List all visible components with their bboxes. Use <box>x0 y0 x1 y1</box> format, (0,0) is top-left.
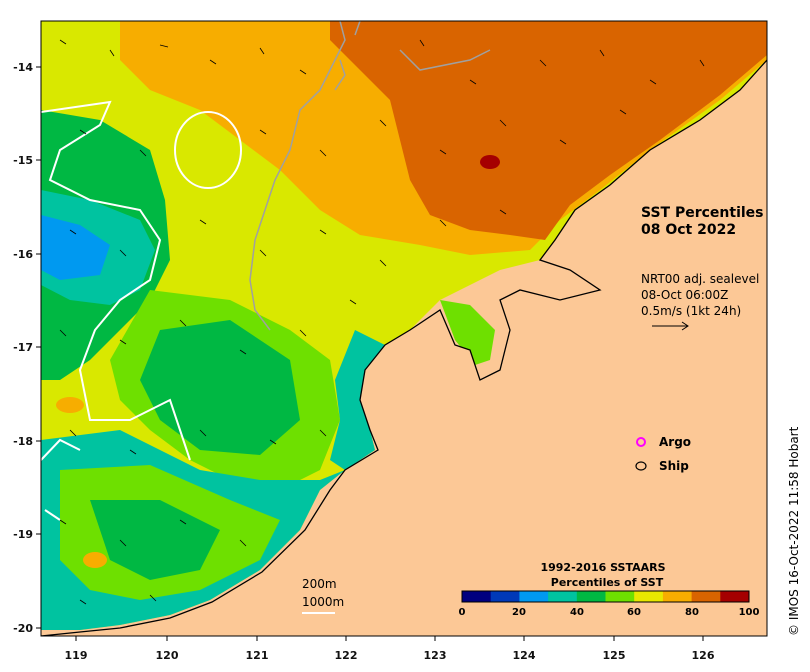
colorbar-tick-label: 60 <box>627 607 641 618</box>
colorbar-segment <box>462 591 492 602</box>
current-time-label: 08-Oct 06:00Z <box>641 288 728 302</box>
colorbar-tick-label: 0 <box>459 607 466 618</box>
x-tick-label: 125 <box>603 649 626 662</box>
plot-frame <box>40 20 768 637</box>
y-axis <box>36 66 41 629</box>
colorbar-title-line2: Percentiles of SST <box>551 576 664 589</box>
colorbar-tick-label: 20 <box>512 607 526 618</box>
coastline <box>41 59 767 636</box>
colorbar-segment <box>720 591 750 602</box>
y-tick-label: -18 <box>13 435 33 448</box>
y-tick-label: -16 <box>13 248 33 261</box>
scale-arrow-icon <box>652 321 689 331</box>
colorbar-segment <box>519 591 549 602</box>
colorbar-segment <box>490 591 520 602</box>
colorbar-segment <box>634 591 664 602</box>
contour-200m-label: 200m <box>302 577 337 591</box>
x-tick-label: 126 <box>692 649 715 662</box>
ship-marker-icon <box>635 461 647 471</box>
x-axis <box>75 636 704 641</box>
colorbar-tick-label: 80 <box>685 607 699 618</box>
x-tick-label: 124 <box>513 649 536 662</box>
x-tick-label: 121 <box>246 649 269 662</box>
current-vectors <box>59 39 705 605</box>
argo-legend-label: Argo <box>659 435 691 449</box>
colorbar-segment <box>662 591 693 602</box>
y-tick-label: -19 <box>13 528 33 541</box>
colorbar-segment <box>691 591 721 602</box>
colorbar-segment <box>605 591 635 602</box>
colorbar-tick-label: 100 <box>739 607 760 618</box>
contour-1000m <box>41 100 191 521</box>
sst-field <box>41 21 767 636</box>
current-scale-label: 0.5m/s (1kt 24h) <box>641 304 741 318</box>
colorbar-title-line1: 1992-2016 SSTAARS <box>540 561 665 574</box>
y-tick-label: -20 <box>13 622 33 635</box>
contour-200m <box>249 21 491 331</box>
colorbar-segment <box>576 591 606 602</box>
map-title: SST Percentiles <box>641 205 764 221</box>
x-tick-label: 119 <box>65 649 88 662</box>
colorbar-tick-label: 40 <box>570 607 584 618</box>
x-tick-label: 123 <box>424 649 447 662</box>
y-tick-label: -17 <box>13 341 33 354</box>
current-source-label: NRT00 adj. sealevel <box>641 272 759 286</box>
colorbar-frame <box>461 590 750 603</box>
argo-marker-icon <box>636 437 646 447</box>
colorbar <box>461 590 750 603</box>
contour-1000m-eddy <box>174 111 242 189</box>
y-tick-label: -15 <box>13 154 33 167</box>
y-tick-label: -14 <box>13 61 33 74</box>
colorbar-segment <box>548 591 578 602</box>
contour-1000m-label: 1000m <box>302 595 344 609</box>
map-date: 08 Oct 2022 <box>641 222 736 238</box>
x-tick-label: 122 <box>335 649 358 662</box>
credit-text: © IMOS 16-Oct-2022 11:58 Hobart <box>787 426 801 636</box>
x-tick-label: 120 <box>156 649 179 662</box>
ship-legend-label: Ship <box>659 459 689 473</box>
